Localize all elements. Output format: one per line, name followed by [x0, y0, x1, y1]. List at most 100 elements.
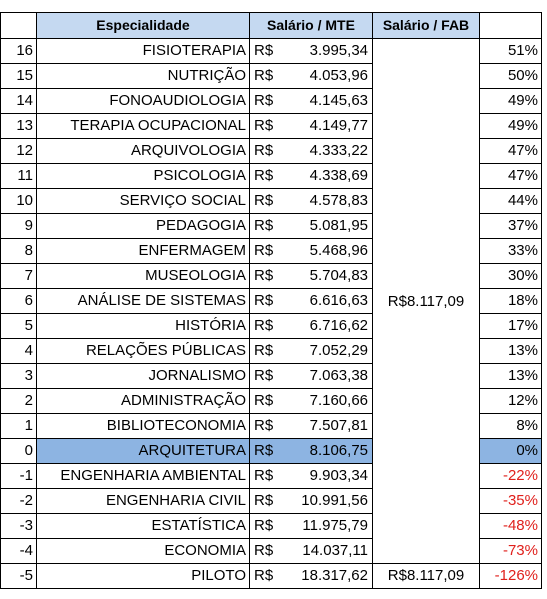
- percent: 49%: [479, 113, 542, 139]
- salary-mte: R$ 11.975,79: [249, 513, 373, 539]
- row-index: 14: [0, 88, 37, 114]
- percent: 37%: [479, 213, 542, 239]
- salary-fab-merged: R$8.117,09: [372, 38, 480, 564]
- currency: R$: [254, 417, 274, 434]
- row-index: 11: [0, 163, 37, 189]
- percent: 44%: [479, 188, 542, 214]
- row-index: 5: [0, 313, 37, 339]
- amount: 7.160,66: [309, 392, 368, 409]
- specialty: PILOTO: [36, 563, 250, 589]
- amount: 5.468,96: [309, 242, 368, 259]
- salary-mte: R$ 4.333,22: [249, 138, 373, 164]
- percent: 50%: [479, 63, 542, 89]
- salary-mte: R$ 4.578,83: [249, 188, 373, 214]
- amount: 6.616,63: [309, 292, 368, 309]
- amount: 8.106,75: [309, 442, 368, 459]
- amount: 4.578,83: [309, 192, 368, 209]
- percent: 13%: [479, 338, 542, 364]
- row-index: 0: [0, 438, 37, 464]
- currency: R$: [254, 367, 274, 384]
- salary-mte: R$ 7.160,66: [249, 388, 373, 414]
- currency: R$: [254, 92, 274, 109]
- salary-mte: R$ 4.145,63: [249, 88, 373, 114]
- currency: R$: [254, 517, 274, 534]
- currency: R$: [254, 342, 274, 359]
- specialty: PSICOLOGIA: [36, 163, 250, 189]
- specialty: FONOAUDIOLOGIA: [36, 88, 250, 114]
- salary-mte: R$ 6.616,63: [249, 288, 373, 314]
- header-blank: [479, 12, 542, 39]
- percent: 12%: [479, 388, 542, 414]
- amount: 4.145,63: [309, 92, 368, 109]
- specialty: ADMINISTRAÇÃO: [36, 388, 250, 414]
- specialty: ECONOMIA: [36, 538, 250, 564]
- amount: 6.716,62: [309, 317, 368, 334]
- salary-mte: R$ 7.507,81: [249, 413, 373, 439]
- row-index: 12: [0, 138, 37, 164]
- row-index: 16: [0, 38, 37, 64]
- row-index: 8: [0, 238, 37, 264]
- salary-mte: R$ 10.991,56: [249, 488, 373, 514]
- amount: 5.081,95: [309, 217, 368, 234]
- percent: 49%: [479, 88, 542, 114]
- percent: -73%: [479, 538, 542, 564]
- specialty: ENFERMAGEM: [36, 238, 250, 264]
- specialty: PEDAGOGIA: [36, 213, 250, 239]
- row-index: 10: [0, 188, 37, 214]
- row-index: 6: [0, 288, 37, 314]
- specialty: ARQUITETURA: [36, 438, 250, 464]
- specialty: HISTÓRIA: [36, 313, 250, 339]
- specialty: ANÁLISE DE SISTEMAS: [36, 288, 250, 314]
- amount: 7.063,38: [309, 367, 368, 384]
- row-index: 4: [0, 338, 37, 364]
- percent: 47%: [479, 138, 542, 164]
- row-index: -2: [0, 488, 37, 514]
- currency: R$: [254, 542, 274, 559]
- salary-mte: R$ 4.149,77: [249, 113, 373, 139]
- currency: R$: [254, 217, 274, 234]
- specialty: SERVIÇO SOCIAL: [36, 188, 250, 214]
- currency: R$: [254, 267, 274, 284]
- specialty: TERAPIA OCUPACIONAL: [36, 113, 250, 139]
- percent: -126%: [479, 563, 542, 589]
- percent: 17%: [479, 313, 542, 339]
- salary-mte: R$ 5.704,83: [249, 263, 373, 289]
- amount: 9.903,34: [309, 467, 368, 484]
- percent: 0%: [479, 438, 542, 464]
- amount: 4.333,22: [309, 142, 368, 159]
- amount: 14.037,11: [302, 542, 368, 559]
- row-index: 13: [0, 113, 37, 139]
- specialty: FISIOTERAPIA: [36, 38, 250, 64]
- specialty: BIBLIOTECONOMIA: [36, 413, 250, 439]
- row-index: 15: [0, 63, 37, 89]
- currency: R$: [254, 117, 274, 134]
- salary-mte: R$ 4.053,96: [249, 63, 373, 89]
- salary-mte: R$ 4.338,69: [249, 163, 373, 189]
- currency: R$: [254, 467, 274, 484]
- amount: 5.704,83: [309, 267, 368, 284]
- currency: R$: [254, 67, 274, 84]
- salary-mte: R$ 18.317,62: [249, 563, 373, 589]
- salary-fab: R$8.117,09: [372, 563, 480, 589]
- salary-mte: R$ 3.995,34: [249, 38, 373, 64]
- currency: R$: [254, 167, 274, 184]
- currency: R$: [254, 317, 274, 334]
- specialty: ENGENHARIA AMBIENTAL: [36, 463, 250, 489]
- amount: 4.053,96: [309, 67, 368, 84]
- percent: -48%: [479, 513, 542, 539]
- salary-mte: R$ 5.468,96: [249, 238, 373, 264]
- amount: 4.149,77: [309, 117, 368, 134]
- amount: 10.991,56: [301, 492, 368, 509]
- salary-mte: R$ 8.106,75: [249, 438, 373, 464]
- currency: R$: [254, 42, 274, 59]
- percent: 8%: [479, 413, 542, 439]
- percent: 18%: [479, 288, 542, 314]
- amount: 7.507,81: [309, 417, 368, 434]
- amount: 11.975,79: [302, 517, 368, 534]
- specialty: ARQUIVOLOGIA: [36, 138, 250, 164]
- specialty: JORNALISMO: [36, 363, 250, 389]
- header-cell: Salário / FAB: [372, 12, 480, 39]
- row-index: 7: [0, 263, 37, 289]
- row-index: -3: [0, 513, 37, 539]
